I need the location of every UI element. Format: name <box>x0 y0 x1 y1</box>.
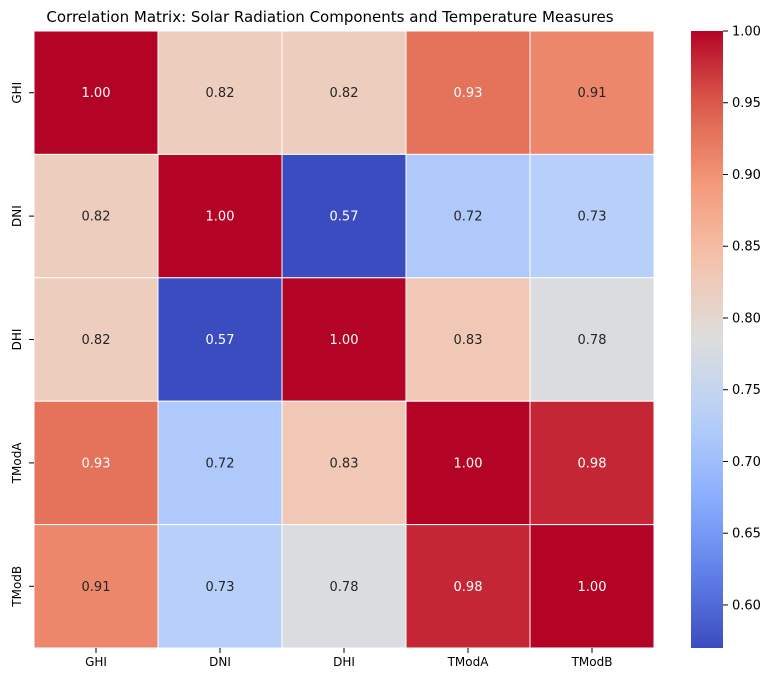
cell-value-label: 0.82 <box>82 210 111 225</box>
heatmap-cell-labels: 1.00 0.82 0.82 0.93 0.91 0.82 1.00 0.57 0.72 0.73… <box>82 86 607 595</box>
colorbar-gradient <box>691 31 723 648</box>
colorbar-tick-label: 0.75 <box>732 383 761 398</box>
cell-value-label: 0.72 <box>206 456 235 471</box>
colorbar-tick-label: 0.80 <box>732 311 761 326</box>
colorbar-tick-label: 0.90 <box>732 168 761 183</box>
heatmap-cell <box>405 400 531 526</box>
cell-value-label: 0.73 <box>206 580 235 595</box>
cell-value-label: 0.91 <box>578 86 607 101</box>
heatmap-cell <box>33 30 159 155</box>
colorbar-tick-label: 0.95 <box>732 96 761 111</box>
cell-value-label: 0.57 <box>206 333 235 348</box>
x-tick-label: GHI <box>85 655 107 669</box>
colorbar: 0.60 0.65 0.70 0.75 0.80 0.85 0.90 0.95 1.00 <box>691 25 761 648</box>
heatmap-cell <box>281 277 407 402</box>
cell-value-label: 1.00 <box>206 210 235 225</box>
y-axis: GHI DNI DHI TModA TModB <box>10 82 34 608</box>
x-tick-label: TModB <box>571 655 613 669</box>
cell-value-label: 1.00 <box>330 333 359 348</box>
cell-value-label: 0.78 <box>578 333 607 348</box>
cell-value-label: 0.98 <box>454 580 483 595</box>
heatmap-cell <box>529 153 655 279</box>
heatmap-cell <box>529 30 655 155</box>
x-axis: GHI DNI DHI TModA TModB <box>85 648 612 669</box>
cell-value-label: 0.82 <box>206 86 235 101</box>
y-tick-label: TModA <box>10 442 24 485</box>
colorbar-tick-label: 0.65 <box>732 527 761 542</box>
cell-value-label: 0.91 <box>82 580 111 595</box>
x-tick-label: DNI <box>209 655 231 669</box>
cell-value-label: 1.00 <box>578 580 607 595</box>
colorbar-tick-label: 0.70 <box>732 455 761 470</box>
heatmap-cell <box>281 153 407 279</box>
heatmap-cell <box>529 277 655 402</box>
heatmap-cell <box>281 400 407 526</box>
cell-value-label: 0.57 <box>330 210 359 225</box>
colorbar-tick-label: 1.00 <box>732 25 761 40</box>
cell-value-label: 0.72 <box>454 210 483 225</box>
cell-value-label: 0.82 <box>330 86 359 101</box>
heatmap-cell <box>157 400 283 526</box>
cell-value-label: 0.73 <box>578 210 607 225</box>
heatmap-cell <box>157 30 283 155</box>
heatmap-cell <box>529 400 655 526</box>
heatmap-cell <box>529 524 655 649</box>
cell-value-label: 0.93 <box>82 456 111 471</box>
cell-value-label: 1.00 <box>454 456 483 471</box>
y-tick-label: TModB <box>10 566 24 608</box>
cell-value-label: 0.78 <box>330 580 359 595</box>
colorbar-tick-label: 0.60 <box>732 598 761 613</box>
cell-value-label: 1.00 <box>82 86 111 101</box>
heatmap-cell <box>157 524 283 649</box>
cell-value-label: 0.93 <box>454 86 483 101</box>
heatmap-cell <box>405 277 531 402</box>
y-tick-label: DHI <box>10 329 24 351</box>
heatmap-cell <box>33 153 159 279</box>
y-tick-label: GHI <box>10 82 24 104</box>
cell-value-label: 0.98 <box>578 456 607 471</box>
cell-value-label: 0.82 <box>82 333 111 348</box>
chart-title: Correlation Matrix: Solar Radiation Comp… <box>46 8 613 26</box>
x-tick-label: TModA <box>447 655 490 669</box>
y-tick-label: DNI <box>10 205 24 227</box>
heatmap-cells <box>33 30 655 649</box>
x-tick-label: DHI <box>333 655 355 669</box>
heatmap-cell <box>281 524 407 649</box>
heatmap-cell <box>157 277 283 402</box>
heatmap-cell <box>405 30 531 155</box>
colorbar-tick-label: 0.85 <box>732 240 761 255</box>
heatmap-cell <box>281 30 407 155</box>
heatmap-cell <box>33 524 159 649</box>
cell-value-label: 0.83 <box>330 456 359 471</box>
cell-value-label: 0.83 <box>454 333 483 348</box>
